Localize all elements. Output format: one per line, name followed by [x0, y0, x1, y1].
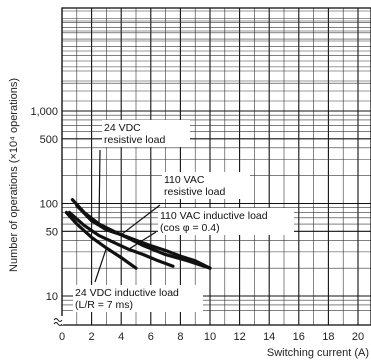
callout-text: resistive load	[104, 134, 165, 146]
x-axis-title: Switching current (A)	[267, 347, 369, 359]
callout-text: (cos φ = 0.4)	[160, 222, 220, 234]
callout-text: 24 VDC	[104, 122, 141, 134]
callout-leader	[128, 231, 157, 250]
y-axis-title: Number of operations (×10⁴ operations)	[8, 78, 20, 272]
x-tick-label: 10	[204, 331, 216, 343]
y-tick-label: 1,000	[30, 106, 58, 118]
callout-text: 110 VAC	[164, 174, 205, 186]
x-tick-label: 2	[89, 331, 95, 343]
y-tick-label: 100	[40, 199, 58, 211]
callout-text: 110 VAC inductive load	[160, 210, 268, 222]
callout-background	[102, 120, 190, 147]
x-tick-label: 6	[148, 331, 154, 343]
callout-text: (L/R = 7 ms)	[75, 299, 133, 311]
x-tick-label: 12	[233, 331, 245, 343]
series-line-3	[67, 210, 175, 268]
x-tick-label: 4	[118, 331, 124, 343]
plot-frame	[61, 7, 371, 326]
callout-text: resistive load	[164, 186, 225, 198]
tick-labels: 0 2 4 6 8 10 12 14 16 18 20 10 50 100 500 1,000	[30, 106, 364, 343]
callout-background	[158, 208, 294, 235]
series-line-4	[64, 210, 138, 270]
callout-background	[162, 172, 250, 199]
x-tick-label: 14	[263, 331, 275, 343]
x-tick-label: 8	[177, 331, 183, 343]
y-tick-label: 500	[40, 134, 58, 146]
callout-text: 24 VDC inductive load	[75, 287, 179, 299]
callout-leader	[98, 149, 101, 225]
y-tick-label: 50	[46, 226, 58, 238]
x-tick-label: 16	[293, 331, 305, 343]
y-tick-label: 10	[46, 291, 58, 303]
series-line-2	[75, 204, 212, 270]
curve-layer	[64, 198, 212, 270]
callout-leader	[120, 204, 161, 236]
callout-background	[73, 285, 203, 312]
x-tick-label: 0	[59, 331, 65, 343]
axis-break-icon	[53, 316, 63, 326]
callout-leader	[94, 247, 107, 283]
grid-lines	[61, 7, 371, 326]
x-tick-label: 20	[352, 331, 364, 343]
x-tick-label: 18	[322, 331, 334, 343]
